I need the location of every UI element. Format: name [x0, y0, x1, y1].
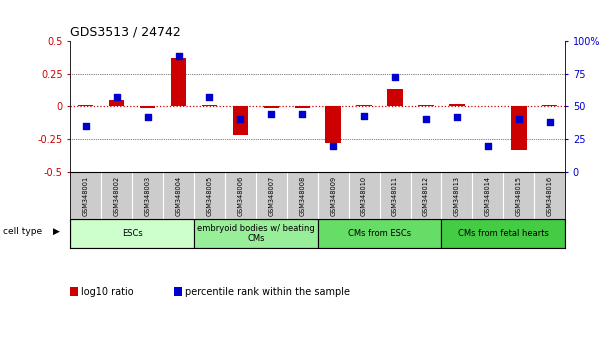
Text: CMs from ESCs: CMs from ESCs: [348, 229, 411, 238]
Bar: [318, 219, 442, 248]
Bar: [70, 219, 194, 248]
Text: cell type: cell type: [3, 227, 42, 236]
Bar: [387, 89, 403, 106]
Point: [328, 143, 338, 149]
Point: [421, 116, 431, 122]
Bar: [78, 105, 93, 106]
Text: ESCs: ESCs: [122, 229, 142, 238]
Point: [452, 114, 462, 120]
Bar: [449, 104, 464, 106]
Text: GSM348010: GSM348010: [361, 176, 367, 216]
Text: GSM348008: GSM348008: [299, 176, 306, 216]
Bar: [233, 106, 248, 135]
Text: GSM348015: GSM348015: [516, 176, 522, 216]
Text: GSM348016: GSM348016: [547, 176, 553, 216]
Point: [235, 116, 245, 122]
Text: GSM348005: GSM348005: [207, 176, 213, 216]
Bar: [295, 106, 310, 108]
Bar: [356, 105, 372, 106]
Text: CMs from fetal hearts: CMs from fetal hearts: [458, 229, 549, 238]
Bar: [171, 58, 186, 106]
Point: [514, 116, 524, 122]
Point: [390, 75, 400, 80]
Text: GDS3513 / 24742: GDS3513 / 24742: [70, 25, 181, 38]
Text: GSM348003: GSM348003: [145, 176, 150, 216]
Text: GSM348014: GSM348014: [485, 176, 491, 216]
Bar: [140, 106, 155, 108]
Point: [298, 112, 307, 117]
Bar: [326, 106, 341, 143]
Text: ▶: ▶: [53, 227, 59, 236]
Point: [81, 123, 90, 129]
Text: embryoid bodies w/ beating
CMs: embryoid bodies w/ beating CMs: [197, 223, 315, 243]
Point: [545, 119, 555, 125]
Text: GSM348006: GSM348006: [238, 176, 243, 216]
Point: [266, 112, 276, 117]
Bar: [511, 106, 527, 150]
Text: GSM348004: GSM348004: [175, 176, 181, 216]
Text: log10 ratio: log10 ratio: [81, 287, 133, 297]
Text: GSM348009: GSM348009: [330, 176, 336, 216]
Bar: [194, 219, 318, 248]
Text: GSM348007: GSM348007: [268, 176, 274, 216]
Text: GSM348013: GSM348013: [454, 176, 460, 216]
Bar: [542, 105, 557, 106]
Text: GSM348011: GSM348011: [392, 176, 398, 216]
Point: [205, 94, 214, 100]
Point: [483, 143, 492, 149]
Bar: [109, 100, 125, 106]
Point: [143, 114, 153, 120]
Bar: [263, 106, 279, 108]
Point: [359, 113, 369, 118]
Text: GSM348001: GSM348001: [82, 176, 89, 216]
Text: percentile rank within the sample: percentile rank within the sample: [185, 287, 349, 297]
Text: GSM348012: GSM348012: [423, 176, 429, 216]
Bar: [419, 105, 434, 106]
Point: [174, 53, 183, 59]
Bar: [202, 105, 217, 106]
Text: GSM348002: GSM348002: [114, 176, 120, 216]
Bar: [442, 219, 565, 248]
Point: [112, 94, 122, 100]
